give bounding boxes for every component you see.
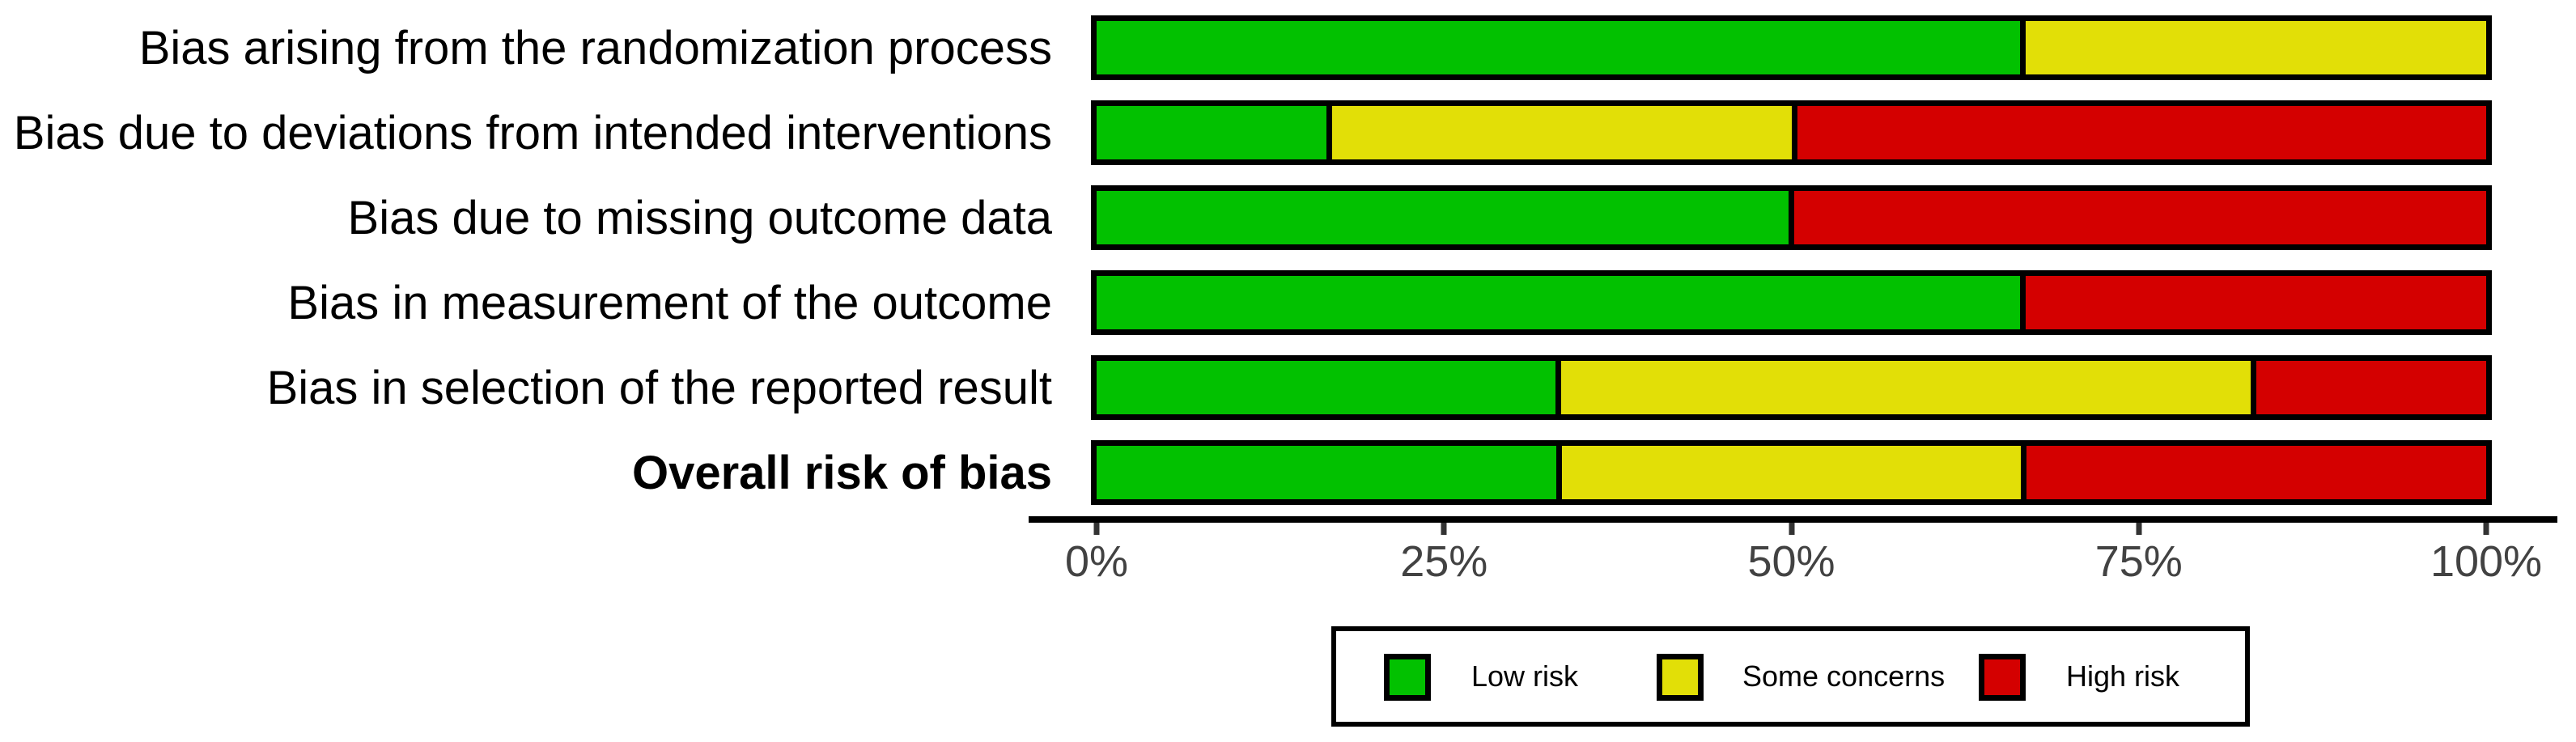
stacked-bar [1091, 185, 2492, 250]
axis-tick-mark [2136, 523, 2142, 535]
axis-tick-mark [2483, 523, 2489, 535]
legend-label-low-risk: Low risk [1471, 659, 1579, 693]
category-label: Bias due to missing outcome data [347, 191, 1052, 244]
bar-segment-some_concerns [1326, 106, 1792, 159]
bar-segment-some_concerns [1555, 446, 2022, 499]
axis-tick-label: 25% [1400, 537, 1488, 586]
legend-swatch-some-concerns [1657, 654, 1704, 701]
stacked-bar [1091, 270, 2492, 335]
stacked-bar [1091, 15, 2492, 80]
axis-tick-label: 50% [1747, 537, 1835, 586]
axis-tick-mark [1441, 523, 1447, 535]
bar-segment-low [1097, 106, 1327, 159]
bar-segment-some_concerns [2019, 21, 2486, 74]
stacked-bar [1091, 355, 2492, 420]
bar-segment-high [1791, 106, 2486, 159]
legend-swatch-low-risk [1384, 654, 1431, 701]
legend-swatch-high-risk [1979, 654, 2026, 701]
axis-tick-label: 75% [2094, 537, 2183, 586]
bar-segment-high [1789, 191, 2486, 244]
axis-tick-mark [1789, 523, 1794, 535]
category-label: Overall risk of bias [631, 446, 1052, 499]
axis-tick-label: 0% [1064, 537, 1129, 586]
bar-segment-low [1097, 191, 1789, 244]
stacked-bar [1091, 100, 2492, 165]
stacked-bar [1091, 440, 2492, 505]
bar-segment-low [1097, 276, 2020, 329]
bar-segment-low [1097, 446, 1556, 499]
bar-segment-low [1097, 361, 1556, 414]
x-axis-line [1029, 516, 2557, 523]
bar-segment-high [2021, 446, 2487, 499]
legend-label-some-concerns: Some concerns [1742, 659, 1946, 693]
axis-tick-mark [1093, 523, 1100, 535]
bar-segment-low [1097, 21, 2020, 74]
axis-tick-label: 100% [2430, 537, 2543, 586]
category-label: Bias arising from the randomization proc… [138, 21, 1052, 74]
bar-segment-high [2019, 276, 2486, 329]
legend-label-high-risk: High risk [2066, 659, 2180, 693]
category-label: Bias in measurement of the outcome [287, 276, 1052, 329]
legend-box: Low risk Some concerns High risk [1331, 626, 2250, 727]
bar-segment-high [2250, 361, 2486, 414]
category-label: Bias in selection of the reported result [266, 361, 1052, 414]
category-label: Bias due to deviations from intended int… [13, 106, 1052, 159]
bar-segment-some_concerns [1555, 361, 2251, 414]
